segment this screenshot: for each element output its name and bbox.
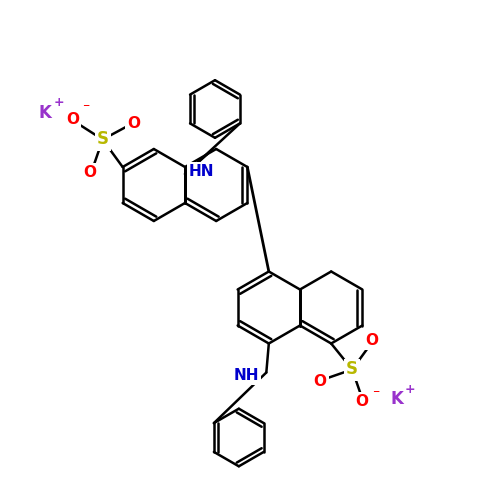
Text: NH: NH bbox=[234, 368, 259, 382]
Text: O: O bbox=[127, 116, 140, 130]
Text: ⁻: ⁻ bbox=[82, 102, 89, 116]
Text: S: S bbox=[96, 130, 108, 148]
Text: HN: HN bbox=[189, 164, 214, 179]
Text: O: O bbox=[366, 333, 378, 348]
Text: O: O bbox=[66, 112, 79, 127]
Text: K: K bbox=[390, 390, 404, 408]
Text: K: K bbox=[38, 104, 52, 122]
Text: O: O bbox=[356, 394, 368, 409]
Text: S: S bbox=[346, 360, 358, 378]
Text: O: O bbox=[84, 165, 96, 180]
Text: +: + bbox=[54, 96, 64, 109]
Text: +: + bbox=[405, 383, 415, 396]
Text: ⁻: ⁻ bbox=[372, 387, 380, 401]
Text: O: O bbox=[314, 374, 326, 388]
